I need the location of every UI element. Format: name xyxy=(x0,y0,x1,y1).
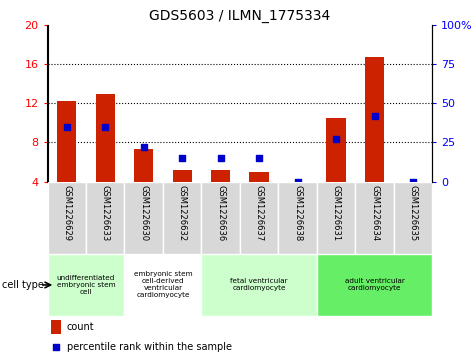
Point xyxy=(217,155,224,161)
Text: percentile rank within the sample: percentile rank within the sample xyxy=(66,342,232,352)
Text: GSM1226638: GSM1226638 xyxy=(293,185,302,241)
Bar xyxy=(317,182,355,254)
Bar xyxy=(95,94,115,182)
Text: cell type: cell type xyxy=(2,280,44,290)
Text: GSM1226630: GSM1226630 xyxy=(139,185,148,241)
Bar xyxy=(240,182,278,254)
Text: GSM1226634: GSM1226634 xyxy=(370,185,379,241)
Point xyxy=(178,155,186,161)
Bar xyxy=(278,182,317,254)
Bar xyxy=(134,149,153,182)
Point xyxy=(294,179,301,184)
Bar xyxy=(326,118,346,182)
Text: adult ventricular
cardiomyocyte: adult ventricular cardiomyocyte xyxy=(344,278,405,291)
Bar xyxy=(249,172,269,182)
Text: GSM1226635: GSM1226635 xyxy=(408,185,418,241)
Bar xyxy=(86,182,124,254)
Text: GSM1226632: GSM1226632 xyxy=(178,185,187,241)
Bar xyxy=(317,254,432,316)
Text: GSM1226637: GSM1226637 xyxy=(255,185,264,241)
Text: GSM1226629: GSM1226629 xyxy=(62,185,71,241)
Bar xyxy=(124,182,163,254)
Bar xyxy=(48,182,86,254)
Point xyxy=(409,179,417,184)
Bar xyxy=(201,254,317,316)
Bar xyxy=(163,182,201,254)
Bar xyxy=(57,101,76,182)
Text: count: count xyxy=(66,322,95,332)
Point xyxy=(370,113,378,119)
Bar xyxy=(211,170,230,182)
Bar xyxy=(51,320,61,334)
Bar xyxy=(48,254,124,316)
Bar xyxy=(124,254,201,316)
Bar xyxy=(365,57,384,182)
Bar xyxy=(201,182,240,254)
Text: undifferentiated
embryonic stem
cell: undifferentiated embryonic stem cell xyxy=(57,275,115,295)
Text: embryonic stem
cell-derived
ventricular
cardiomyocyte: embryonic stem cell-derived ventricular … xyxy=(133,272,192,298)
Bar xyxy=(172,170,192,182)
Point xyxy=(140,144,147,150)
Point xyxy=(332,136,340,142)
Point xyxy=(63,124,70,130)
Text: fetal ventricular
cardiomyocyte: fetal ventricular cardiomyocyte xyxy=(230,278,288,291)
Point xyxy=(52,344,60,350)
Point xyxy=(101,124,109,130)
Point xyxy=(255,155,263,161)
Text: GSM1226636: GSM1226636 xyxy=(216,185,225,241)
Bar xyxy=(355,182,394,254)
Text: GSM1226633: GSM1226633 xyxy=(101,185,110,241)
Bar xyxy=(394,182,432,254)
Title: GDS5603 / ILMN_1775334: GDS5603 / ILMN_1775334 xyxy=(149,9,331,23)
Text: GSM1226631: GSM1226631 xyxy=(332,185,341,241)
